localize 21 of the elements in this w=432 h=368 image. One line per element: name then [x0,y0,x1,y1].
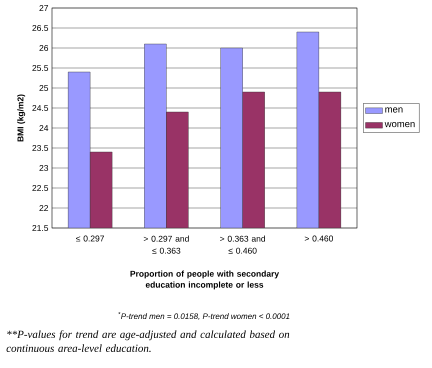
y-tick-label: 26.5 [32,25,48,31]
y-axis-title: BMI (kg/m2) [17,94,26,142]
x-axis-title: Proportion of people with secondary education incomplete or less [130,270,280,290]
y-tick-label: 27 [39,5,48,11]
x-tick-label: ≤ 0.297 [76,236,104,242]
legend-label: women [384,122,415,128]
y-tick-label: 24.5 [32,105,48,111]
y-tick-label: 25.5 [32,65,48,71]
x-tick-label: > 0.297 and ≤ 0.363 [144,236,189,254]
x-tick-label: > 0.363 and ≤ 0.460 [220,236,266,254]
y-tick-label: 26 [39,45,48,51]
y-tick-label: 21.5 [32,225,48,231]
y-tick-label: 22.5 [32,185,48,191]
y-tick-label: 25 [39,85,48,91]
y-tick-label: 23 [39,165,48,171]
y-tick-label: 24 [39,125,48,131]
legend-label: men [385,107,402,113]
y-tick-label: 23.5 [32,145,48,151]
x-tick-label: > 0.460 [304,236,334,242]
text: **P-values for trend are age-adjusted and calculated based on continuous area-level education. [6,330,290,352]
y-tick-label: 22 [39,205,48,211]
